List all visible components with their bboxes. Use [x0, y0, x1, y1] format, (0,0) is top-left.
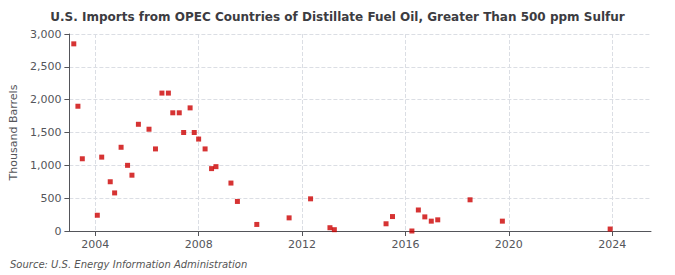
svg-text:2,500: 2,500: [30, 60, 62, 73]
svg-text:0: 0: [54, 225, 61, 238]
svg-text:500: 500: [40, 192, 61, 205]
svg-text:2012: 2012: [288, 238, 316, 251]
svg-text:3,000: 3,000: [30, 28, 62, 41]
svg-text:1,500: 1,500: [30, 126, 62, 139]
svg-text:2008: 2008: [185, 238, 213, 251]
svg-text:2020: 2020: [495, 238, 523, 251]
svg-text:1,000: 1,000: [30, 159, 62, 172]
svg-text:2016: 2016: [391, 238, 419, 251]
svg-text:2024: 2024: [598, 238, 626, 251]
svg-text:Source: U.S. Energy Informatio: Source: U.S. Energy Information Administ…: [10, 259, 247, 270]
svg-text:2,000: 2,000: [30, 93, 62, 106]
svg-text:U.S. Imports from OPEC Countri: U.S. Imports from OPEC Countries of Dist…: [50, 10, 625, 24]
svg-text:2004: 2004: [81, 238, 109, 251]
svg-text:Thousand Barrels: Thousand Barrels: [7, 84, 20, 181]
